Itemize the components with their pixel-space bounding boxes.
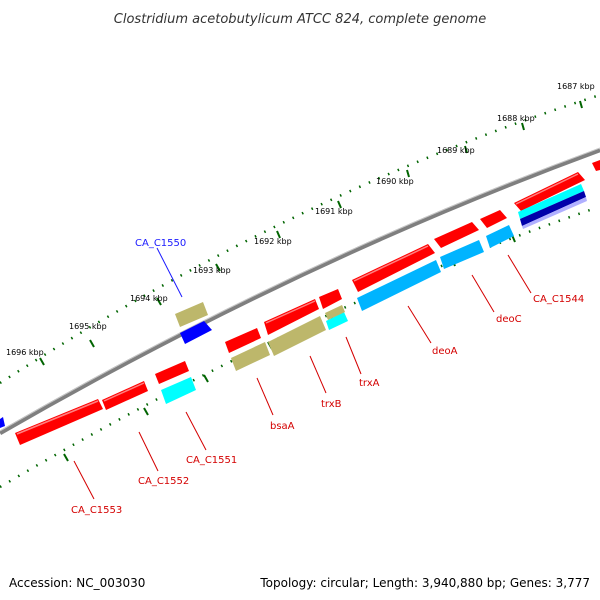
leader-line	[185, 411, 207, 451]
leader-line	[256, 377, 274, 416]
tick-ring-dots	[0, 93, 600, 385]
tick-label: 1694 kbp	[130, 294, 168, 303]
leader-line	[471, 274, 495, 313]
leader-line	[309, 355, 327, 394]
gene-feature	[480, 210, 507, 228]
gene-feature	[319, 289, 342, 309]
gene-feature	[357, 260, 441, 311]
gene-feature	[592, 160, 600, 171]
tick-label: 1687 kbp	[557, 82, 595, 91]
major-tick	[215, 263, 221, 272]
gene-labels: CA_C1550 CA_C1544 deoC deoA trxA trxB bs…	[71, 238, 584, 516]
inner-major-tick	[203, 374, 209, 383]
major-tick	[521, 122, 525, 131]
leader-line	[73, 460, 95, 500]
feature-shade	[515, 173, 579, 205]
inner-major-tick	[143, 407, 149, 416]
gene-feature	[225, 328, 261, 353]
leader-line	[345, 336, 362, 375]
gene-feature	[326, 312, 348, 330]
gene-feature	[520, 191, 586, 226]
tick-label: 1696 kbp	[6, 348, 44, 357]
topology-text: Topology: circular; Length: 3,940,880 bp…	[259, 576, 590, 590]
inner-major-tick	[63, 453, 69, 462]
major-tick	[156, 297, 162, 306]
tick-label: 1691 kbp	[315, 207, 353, 216]
gene-feature	[161, 377, 196, 404]
tick-label: 1692 kbp	[254, 237, 292, 246]
gene-label: trxA	[359, 378, 380, 389]
major-tick	[89, 339, 95, 348]
major-tick	[464, 145, 468, 154]
gene-feature	[352, 244, 435, 292]
gene-label: deoC	[496, 314, 522, 325]
gene-feature	[102, 381, 148, 410]
tick-label: 1693 kbp	[193, 266, 231, 275]
gene-feature	[0, 417, 5, 428]
genome-backbone	[0, 147, 600, 435]
tick-label: 1695 kbp	[69, 322, 107, 331]
gene-feature	[514, 172, 585, 211]
gene-feature	[522, 197, 587, 229]
inner-tick-ring	[0, 208, 591, 489]
reverse-features	[0, 184, 587, 428]
tick-label: 1690 kbp	[376, 177, 414, 186]
label-leaders	[73, 247, 532, 500]
gene-feature	[486, 225, 514, 248]
major-tick	[579, 100, 583, 109]
accession-text: Accession: NC_003030	[9, 576, 145, 590]
major-ticks	[39, 100, 583, 366]
gene-label: deoA	[432, 346, 458, 357]
forward-features	[15, 160, 600, 445]
gene-feature	[325, 305, 345, 320]
gene-feature	[518, 184, 584, 219]
forward-feature-shading	[16, 173, 579, 435]
tick-label: 1688 kbp	[497, 114, 535, 123]
feature-shade	[16, 400, 99, 435]
gene-feature	[15, 399, 103, 445]
leader-line	[407, 305, 432, 344]
leader-line	[507, 254, 532, 294]
feature-shade	[353, 245, 429, 282]
gene-feature	[440, 240, 484, 269]
gene-label: bsaA	[270, 421, 295, 432]
major-tick	[337, 200, 342, 209]
major-tick	[276, 230, 281, 239]
gene-label: CA_C1550	[135, 238, 186, 249]
leader-line	[156, 247, 183, 298]
gene-feature	[231, 342, 270, 371]
genome-backbone-highlight	[0, 147, 600, 432]
gene-feature	[155, 361, 189, 384]
gene-label: CA_C1551	[186, 455, 237, 466]
tick-ring: 1687 kbp 1688 kbp 1689 kbp 1690 kbp 1691…	[0, 82, 600, 385]
gene-label: CA_C1553	[71, 505, 122, 516]
gene-label: CA_C1552	[138, 476, 189, 487]
gene-label: trxB	[321, 399, 342, 410]
feature-shade	[265, 300, 316, 324]
leader-line	[138, 431, 159, 472]
gene-label: CA_C1544	[533, 294, 584, 305]
tick-label: 1689 kbp	[437, 146, 475, 155]
gene-feature	[264, 299, 319, 335]
gene-feature	[175, 302, 208, 327]
gene-feature	[180, 321, 212, 344]
major-tick	[406, 169, 410, 178]
major-tick	[39, 357, 45, 366]
gene-feature	[268, 316, 326, 356]
gene-feature	[434, 222, 479, 248]
map-title: Clostridium acetobutylicum ATCC 824, com…	[114, 12, 486, 27]
feature-shade	[103, 382, 145, 402]
